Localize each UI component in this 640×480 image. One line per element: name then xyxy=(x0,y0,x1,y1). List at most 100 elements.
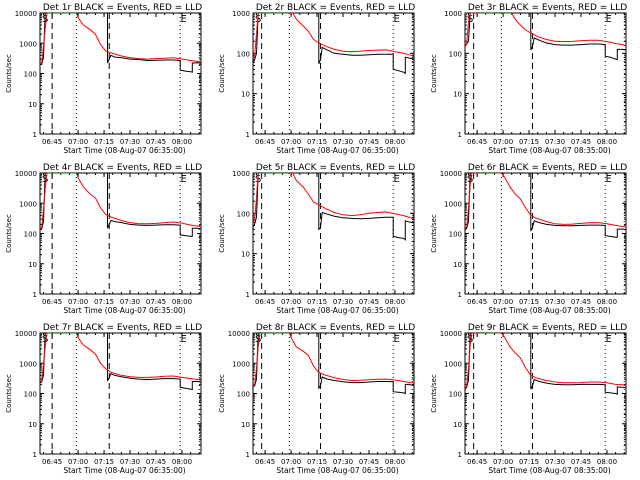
x-tick-label: 06:45 xyxy=(42,298,62,306)
x-tick-label: 07:30 xyxy=(120,298,140,306)
x-tick-label: 08:00 xyxy=(172,138,192,146)
y-axis-label: Counts/sec xyxy=(430,54,438,93)
y-tick-label: 1 xyxy=(246,131,250,139)
plot-frame xyxy=(39,172,202,295)
x-axis-label: Start Time (08-Aug-07 08:35:00) xyxy=(488,466,610,475)
y-tick-label: 1000 xyxy=(19,40,37,48)
x-tick-label: 06:45 xyxy=(255,458,275,466)
y-tick-label: 1000 xyxy=(19,360,37,368)
y-axis-label: Counts/sec xyxy=(430,214,438,253)
series-group xyxy=(465,13,626,61)
x-tick-label: 07:15 xyxy=(94,298,114,306)
y-tick-label: 1000 xyxy=(19,200,37,208)
events-series-line xyxy=(465,13,626,61)
events-series-line xyxy=(465,173,626,238)
x-axis-label: Start Time (08-Aug-07 06:35:00) xyxy=(63,306,185,315)
x-tick-label: 07:45 xyxy=(571,298,591,306)
lld-series-line xyxy=(253,333,414,386)
detector-panel: Det 8r BLACK = Events, RED = LLD 1 10 100 10… xyxy=(218,323,415,475)
marker-label-e: E xyxy=(181,334,187,345)
detector-panel: Det 2r BLACK = Events, RED = LLD 1 10 100 10… xyxy=(218,3,415,155)
series-group xyxy=(253,173,414,242)
y-tick-label: 10000 xyxy=(15,330,37,338)
chart-title: Det 5r BLACK = Events, RED = LLD xyxy=(256,163,415,173)
y-tick-label: 1000 xyxy=(444,360,462,368)
y-tick-label: 1 xyxy=(458,131,462,139)
y-tick-label: 10 xyxy=(241,251,250,259)
y-tick-label: 1 xyxy=(246,451,250,459)
lld-series-line xyxy=(465,333,626,388)
x-tick-label: 07:45 xyxy=(146,298,166,306)
x-tick-label: 07:00 xyxy=(281,138,301,146)
series-group xyxy=(40,13,201,73)
chart-title: Det 9r BLACK = Events, RED = LLD xyxy=(468,323,627,333)
y-tick-label: 10000 xyxy=(440,330,462,338)
detector-panel: Det 3r BLACK = Events, RED = LLD 1 10 100 10… xyxy=(430,3,627,155)
series-group xyxy=(253,13,414,75)
x-axis-label: Start Time (08-Aug-07 06:35:00) xyxy=(276,146,398,155)
x-tick-label: 07:30 xyxy=(545,298,565,306)
y-tick-label: 10 xyxy=(241,421,250,429)
marker-label-e: E xyxy=(181,174,187,185)
x-axis-label: Start Time (08-Aug-07 08:35:00) xyxy=(488,306,610,315)
lld-series-line xyxy=(40,333,201,382)
x-tick-label: 07:45 xyxy=(359,138,379,146)
x-tick-label: 06:45 xyxy=(467,138,487,146)
plot-frame xyxy=(464,12,627,135)
x-tick-label: 07:30 xyxy=(333,138,353,146)
chart-title: Det 8r BLACK = Events, RED = LLD xyxy=(256,323,415,333)
plot-frame xyxy=(464,172,627,295)
y-tick-label: 100 xyxy=(237,210,250,218)
y-tick-label: 1000 xyxy=(444,200,462,208)
events-series-line xyxy=(40,13,201,73)
lld-series-line xyxy=(253,173,414,223)
x-tick-label: 07:45 xyxy=(146,138,166,146)
y-tick-label: 10 xyxy=(453,91,462,99)
x-tick-label: 07:15 xyxy=(94,458,114,466)
chart-title: Det 2r BLACK = Events, RED = LLD xyxy=(256,3,415,13)
y-tick-label: 100 xyxy=(237,50,250,58)
y-tick-label: 10 xyxy=(28,101,37,109)
lld-series-line xyxy=(253,13,414,58)
chart-title: Det 7r BLACK = Events, RED = LLD xyxy=(43,323,202,333)
x-tick-label: 07:00 xyxy=(281,298,301,306)
lld-series-line xyxy=(465,173,626,230)
x-tick-label: 07:15 xyxy=(307,138,327,146)
x-tick-label: 07:45 xyxy=(359,458,379,466)
y-tick-label: 10 xyxy=(241,91,250,99)
y-tick-label: 1000 xyxy=(232,360,250,368)
detector-panel: Det 4r BLACK = Events, RED = LLD 1 10 100 10… xyxy=(5,163,202,315)
x-tick-label: 07:30 xyxy=(120,458,140,466)
marker-label-e: E xyxy=(181,14,187,25)
y-axis-label: Counts/sec xyxy=(5,374,13,413)
y-tick-label: 10 xyxy=(28,421,37,429)
marker-label-e: E xyxy=(606,14,612,25)
lld-series-line xyxy=(40,173,201,230)
x-tick-label: 07:30 xyxy=(120,138,140,146)
y-axis-label: Counts/sec xyxy=(218,374,226,413)
y-tick-label: 10 xyxy=(453,421,462,429)
events-series-line xyxy=(465,333,626,395)
y-tick-label: 1 xyxy=(458,451,462,459)
y-tick-label: 1 xyxy=(33,291,37,299)
x-tick-label: 06:45 xyxy=(255,298,275,306)
marker-label-e: E xyxy=(606,174,612,185)
y-tick-label: 100 xyxy=(449,50,462,58)
x-tick-label: 08:00 xyxy=(172,458,192,466)
series-group xyxy=(465,173,626,238)
y-tick-label: 1000 xyxy=(232,170,250,178)
marker-label-e: E xyxy=(394,14,400,25)
y-tick-label: 1000 xyxy=(232,10,250,18)
x-tick-label: 07:30 xyxy=(545,458,565,466)
chart-title: Det 1r BLACK = Events, RED = LLD xyxy=(43,3,202,13)
y-axis-label: Counts/sec xyxy=(5,214,13,253)
x-tick-label: 08:00 xyxy=(597,458,617,466)
detector-panel: Det 7r BLACK = Events, RED = LLD 1 10 100 10… xyxy=(5,323,202,475)
marker-label-e: E xyxy=(606,334,612,345)
x-tick-label: 06:45 xyxy=(467,298,487,306)
y-tick-label: 1 xyxy=(246,291,250,299)
x-tick-label: 07:00 xyxy=(281,458,301,466)
x-axis-label: Start Time (08-Aug-07 06:35:00) xyxy=(276,466,398,475)
x-tick-label: 07:00 xyxy=(493,298,513,306)
lld-series-line xyxy=(465,13,626,48)
